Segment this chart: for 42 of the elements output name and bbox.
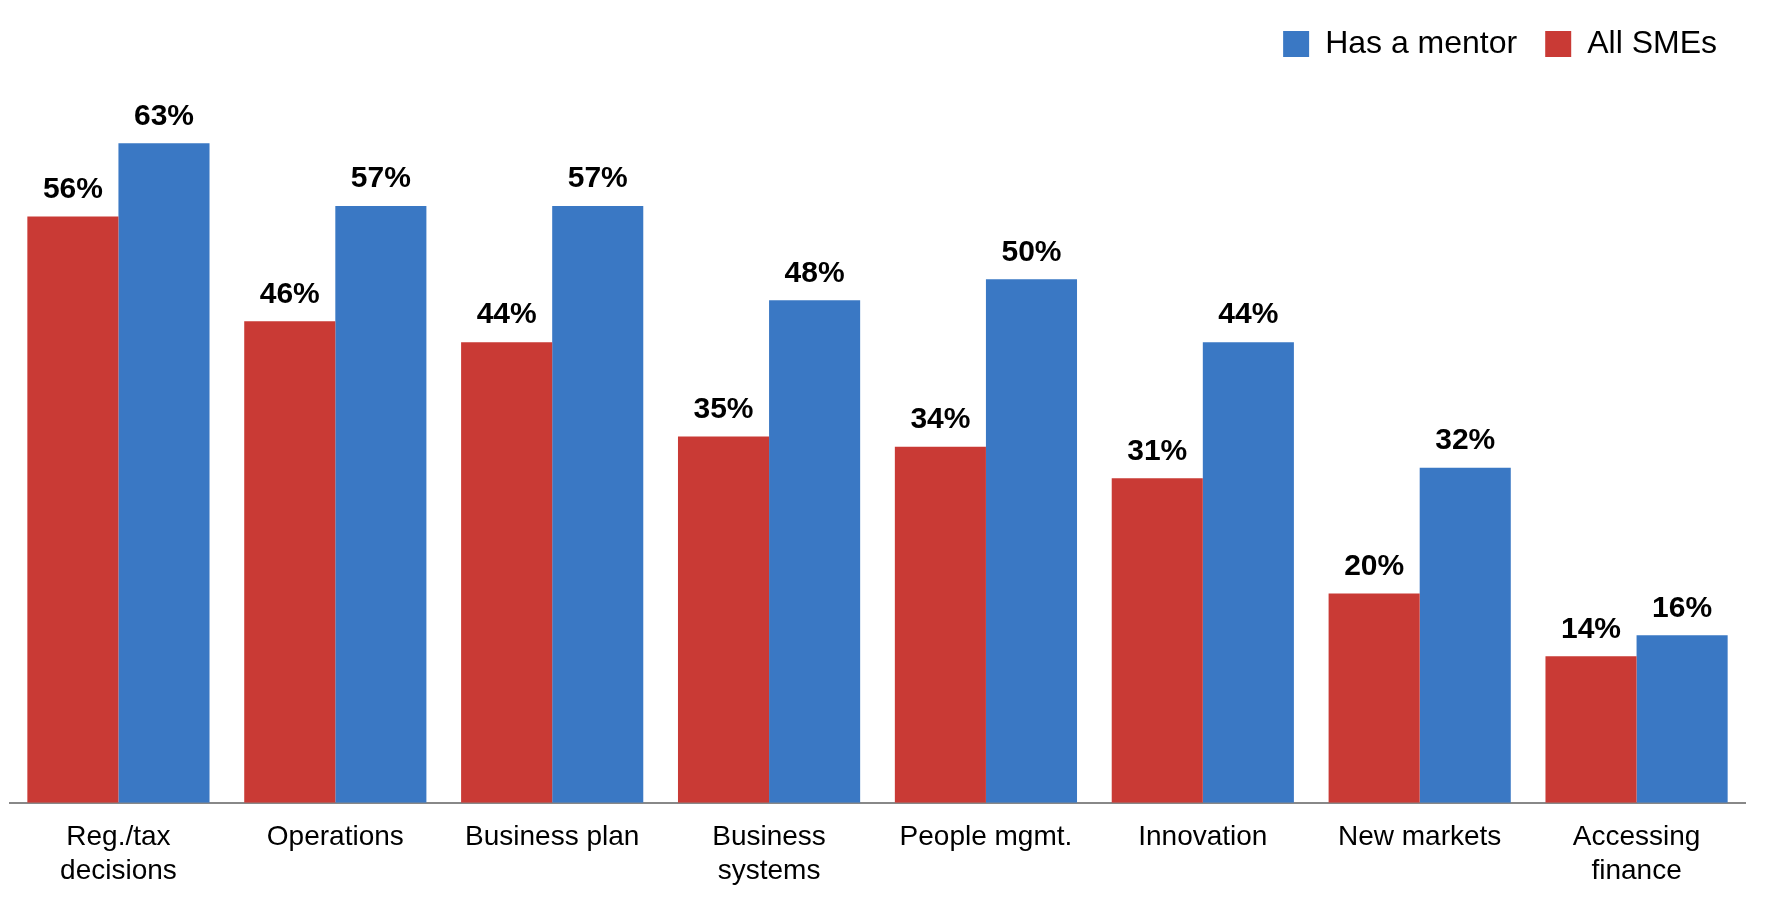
bar <box>244 321 336 803</box>
x-tick-label: Business systems <box>712 820 826 885</box>
bar <box>118 143 210 803</box>
bar <box>1328 593 1420 803</box>
bar <box>1419 467 1511 803</box>
bar <box>1636 635 1728 803</box>
bar <box>894 446 986 803</box>
data-label: 20% <box>1344 547 1405 581</box>
bar <box>1545 656 1637 803</box>
data-label: 16% <box>1652 589 1713 623</box>
bar <box>1111 478 1203 803</box>
x-tick-label: Accessing finance <box>1572 820 1701 885</box>
legend-label: All SMEs <box>1587 23 1717 60</box>
x-tick-label: Reg./tax decisions <box>60 820 177 885</box>
data-label: 63% <box>133 97 194 131</box>
bar <box>677 436 770 803</box>
x-tick-label: Innovation <box>1138 820 1268 852</box>
legend-label: Has a mentor <box>1325 23 1518 60</box>
data-label: 50% <box>1001 233 1062 267</box>
data-label: 48% <box>784 254 845 288</box>
data-label: 44% <box>1218 296 1279 330</box>
x-tick-label: Business plan <box>465 820 640 852</box>
data-label: 46% <box>259 275 320 309</box>
x-tick-label: New markets <box>1338 820 1502 852</box>
data-label: 34% <box>910 401 971 435</box>
data-label: 57% <box>350 160 411 194</box>
bar <box>552 206 644 803</box>
data-label: 57% <box>567 160 628 194</box>
bar <box>27 216 119 803</box>
bar <box>985 279 1078 803</box>
data-label: 56% <box>42 170 103 204</box>
x-tick-label: Operations <box>266 820 404 852</box>
bar <box>769 300 861 803</box>
bar <box>1202 342 1294 803</box>
bar <box>335 206 427 803</box>
x-tick-label: People mgmt. <box>899 820 1073 852</box>
data-label: 31% <box>1127 432 1188 466</box>
data-label: 35% <box>693 390 754 424</box>
data-label: 44% <box>476 296 537 330</box>
data-label: 32% <box>1435 422 1496 456</box>
data-label: 14% <box>1561 610 1622 644</box>
bar <box>461 342 553 803</box>
